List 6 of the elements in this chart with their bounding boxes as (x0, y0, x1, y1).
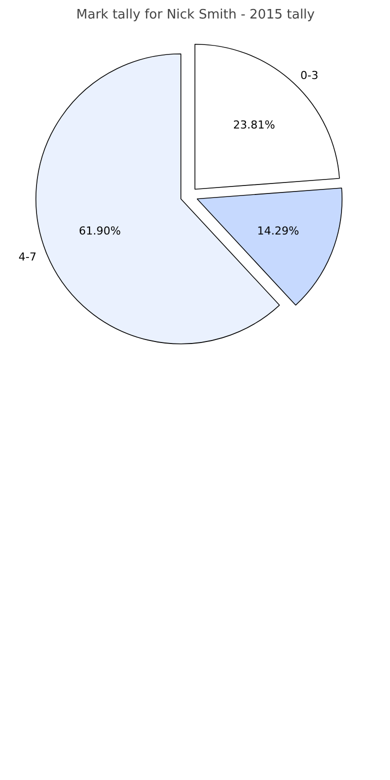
chart-title: Mark tally for Nick Smith - 2015 tally (76, 8, 316, 22)
data-label: 14.29% (257, 224, 300, 238)
data-label: 61.90% (78, 224, 121, 238)
slice-label: 4-7 (18, 250, 36, 264)
data-label: 23.81% (233, 118, 276, 132)
slice-label: 0-3 (300, 69, 318, 82)
